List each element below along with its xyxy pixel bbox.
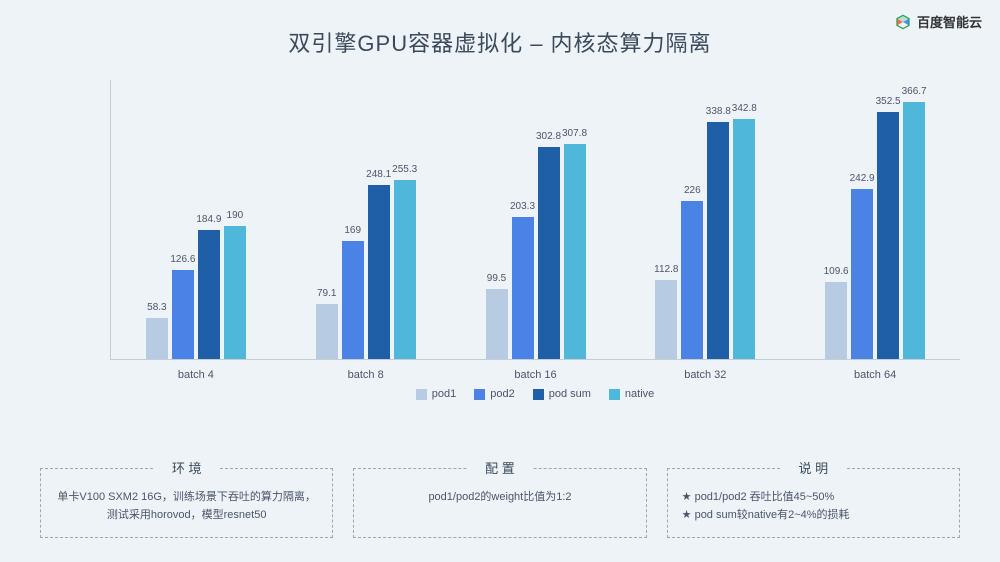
bar-value-label: 226 xyxy=(684,185,701,196)
legend-label: pod2 xyxy=(490,388,514,400)
bar: 203.3 xyxy=(512,217,534,359)
note-box-label: 说 明 xyxy=(781,459,847,480)
bar: 302.8 xyxy=(538,147,560,359)
bar-value-label: 203.3 xyxy=(510,201,535,212)
bar-group: 79.1169248.1255.3batch 8 xyxy=(316,180,416,359)
bar-value-label: 79.1 xyxy=(317,288,336,299)
bar: 109.6 xyxy=(825,282,847,359)
bar: 255.3 xyxy=(394,180,416,359)
bar-value-label: 366.7 xyxy=(902,86,927,97)
legend-swatch xyxy=(416,389,427,400)
env-box-line: 单卡V100 SXM2 16G，训练场景下吞吐的算力隔离，测试采用horovod… xyxy=(55,489,318,524)
x-axis-label: batch 8 xyxy=(348,369,384,381)
bar-value-label: 58.3 xyxy=(147,302,166,313)
bar-value-label: 242.9 xyxy=(850,173,875,184)
bar: 248.1 xyxy=(368,185,390,359)
x-axis-label: batch 16 xyxy=(514,369,556,381)
bar-value-label: 109.6 xyxy=(824,266,849,277)
bar: 342.8 xyxy=(733,119,755,359)
x-axis-label: batch 32 xyxy=(684,369,726,381)
bar-value-label: 255.3 xyxy=(392,164,417,175)
legend-swatch xyxy=(474,389,485,400)
bar-group: 109.6242.9352.5366.7batch 64 xyxy=(825,102,925,359)
bar-value-label: 190 xyxy=(227,210,244,221)
chart-legend: pod1 pod2 pod sum native xyxy=(110,388,960,400)
legend-swatch xyxy=(533,389,544,400)
bar-value-label: 307.8 xyxy=(562,128,587,139)
bar-value-label: 338.8 xyxy=(706,106,731,117)
note-box-line-2: ★ pod sum较native有2~4%的损耗 xyxy=(682,507,945,525)
page-title: 双引擎GPU容器虚拟化 – 内核态算力隔离 xyxy=(0,0,1000,58)
bar-value-label: 184.9 xyxy=(196,214,221,225)
bar: 242.9 xyxy=(851,189,873,359)
bar: 226 xyxy=(681,201,703,359)
logo-hex-icon xyxy=(895,14,911,30)
bar-value-label: 352.5 xyxy=(876,96,901,107)
brand-logo: 百度智能云 xyxy=(895,12,982,31)
info-boxes-row: 环 境 单卡V100 SXM2 16G，训练场景下吞吐的算力隔离，测试采用hor… xyxy=(40,468,960,538)
bar: 352.5 xyxy=(877,112,899,359)
bar-value-label: 169 xyxy=(344,225,361,236)
legend-label: pod1 xyxy=(432,388,456,400)
legend-item: pod1 xyxy=(416,388,456,400)
legend-label: pod sum xyxy=(549,388,591,400)
bar-value-label: 342.8 xyxy=(732,103,757,114)
bar: 99.5 xyxy=(486,289,508,359)
bar: 58.3 xyxy=(146,318,168,359)
bar: 112.8 xyxy=(655,280,677,359)
env-box: 环 境 单卡V100 SXM2 16G，训练场景下吞吐的算力隔离，测试采用hor… xyxy=(40,468,333,538)
legend-item: native xyxy=(609,388,654,400)
note-box: 说 明 ★ pod1/pod2 吞吐比值45~50% ★ pod sum较nat… xyxy=(667,468,960,538)
conf-box-line: pod1/pod2的weight比值为1:2 xyxy=(368,489,631,507)
note-box-line-1: ★ pod1/pod2 吞吐比值45~50% xyxy=(682,489,945,507)
bar-value-label: 302.8 xyxy=(536,131,561,142)
legend-item: pod sum xyxy=(533,388,591,400)
bar: 184.9 xyxy=(198,230,220,359)
bar-value-label: 112.8 xyxy=(654,264,678,275)
legend-item: pod2 xyxy=(474,388,514,400)
bar: 169 xyxy=(342,241,364,359)
legend-label: native xyxy=(625,388,654,400)
bar: 79.1 xyxy=(316,304,338,359)
x-axis-label: batch 64 xyxy=(854,369,896,381)
legend-swatch xyxy=(609,389,620,400)
bar: 366.7 xyxy=(903,102,925,359)
bar: 307.8 xyxy=(564,144,586,359)
conf-box-label: 配 置 xyxy=(467,459,533,480)
bar-group: 58.3126.6184.9190batch 4 xyxy=(146,226,246,359)
bar-group: 112.8226338.8342.8batch 32 xyxy=(655,119,755,359)
bar-value-label: 126.6 xyxy=(170,254,195,265)
conf-box: 配 置 pod1/pod2的weight比值为1:2 xyxy=(353,468,646,538)
brand-text: 百度智能云 xyxy=(917,12,982,31)
chart-plot-area: 58.3126.6184.9190batch 479.1169248.1255.… xyxy=(110,80,960,360)
bar-value-label: 99.5 xyxy=(487,273,506,284)
bar: 190 xyxy=(224,226,246,359)
bar-group: 99.5203.3302.8307.8batch 16 xyxy=(486,144,586,359)
bar-value-label: 248.1 xyxy=(366,169,391,180)
env-box-label: 环 境 xyxy=(154,459,220,480)
bar: 338.8 xyxy=(707,122,729,359)
bar: 126.6 xyxy=(172,270,194,359)
x-axis-label: batch 4 xyxy=(178,369,214,381)
throughput-chart: 58.3126.6184.9190batch 479.1169248.1255.… xyxy=(110,80,960,400)
